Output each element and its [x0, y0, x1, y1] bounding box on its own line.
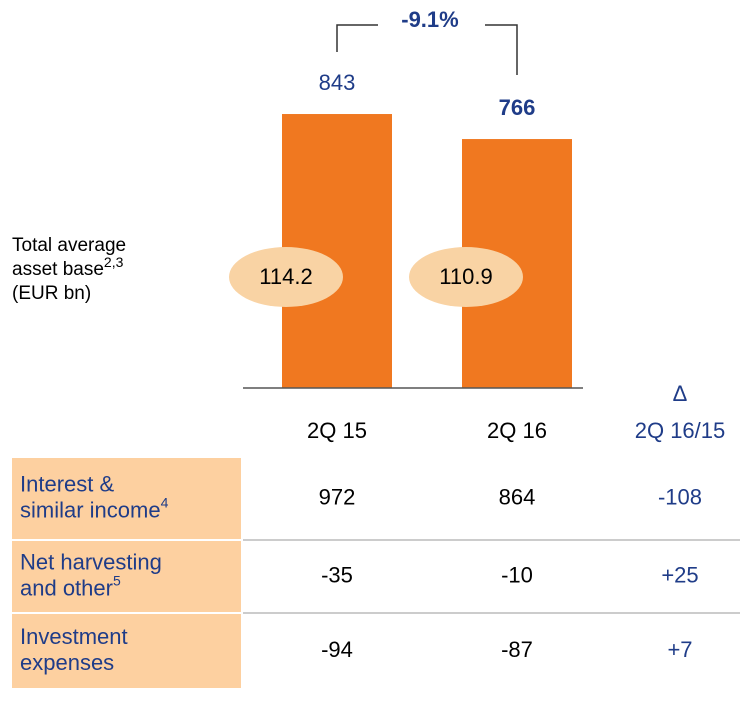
table-cell: +7: [667, 637, 692, 662]
x-tick-label: 2Q 16: [487, 418, 547, 443]
table-cell: 864: [499, 484, 536, 509]
table-cell: -87: [501, 637, 533, 662]
row-label: Net harvesting: [20, 549, 162, 574]
table-cell: +25: [661, 562, 698, 587]
row-label-text: similar income: [20, 497, 161, 522]
row-label-cell: [12, 541, 241, 612]
row-label-text: Interest &: [20, 471, 114, 496]
delta-header: 2Q 16/15: [635, 418, 726, 443]
row-label-cell: [12, 458, 241, 539]
x-tick-label: 2Q 15: [307, 418, 367, 443]
row-label-text: expenses: [20, 650, 114, 675]
table-cell: 972: [319, 484, 356, 509]
row-label: and other5: [20, 572, 121, 600]
table-cell: -108: [658, 484, 702, 509]
table-cell: -94: [321, 637, 353, 662]
asset-label-text: Total average: [12, 235, 126, 256]
change-label: -9.1%: [401, 7, 458, 32]
asset-ellipse: [409, 247, 523, 307]
change-bracket: [336, 24, 518, 76]
row-label-text: Net harvesting: [20, 549, 162, 574]
row-label: similar income4: [20, 494, 169, 522]
row-label: Investment: [20, 624, 128, 649]
row-label-note: 4: [161, 494, 169, 510]
row-label: expenses: [20, 650, 114, 675]
asset-label-text: asset base: [12, 259, 104, 280]
asset-label-text: (EUR bn): [12, 283, 91, 304]
row-label-note: 5: [113, 572, 121, 588]
row-label-text: Investment: [20, 624, 128, 649]
asset-ellipse: [229, 247, 343, 307]
row-label-text: and other: [20, 575, 113, 600]
asset-label: (EUR bn): [12, 283, 91, 304]
value-label: 843: [319, 70, 356, 95]
row-label: Interest &: [20, 471, 114, 496]
delta-header: Δ: [673, 381, 688, 406]
value-label: 766: [499, 95, 536, 120]
asset-label: Total average: [12, 235, 126, 256]
asset-value: 110.9: [439, 264, 492, 289]
asset-label: asset base2,3: [12, 254, 124, 280]
table-cell: -10: [501, 562, 533, 587]
asset-value: 114.2: [259, 264, 312, 289]
row-label-cell: [12, 614, 241, 688]
asset-label-note: 2,3: [104, 254, 124, 270]
table-cell: -35: [321, 562, 353, 587]
